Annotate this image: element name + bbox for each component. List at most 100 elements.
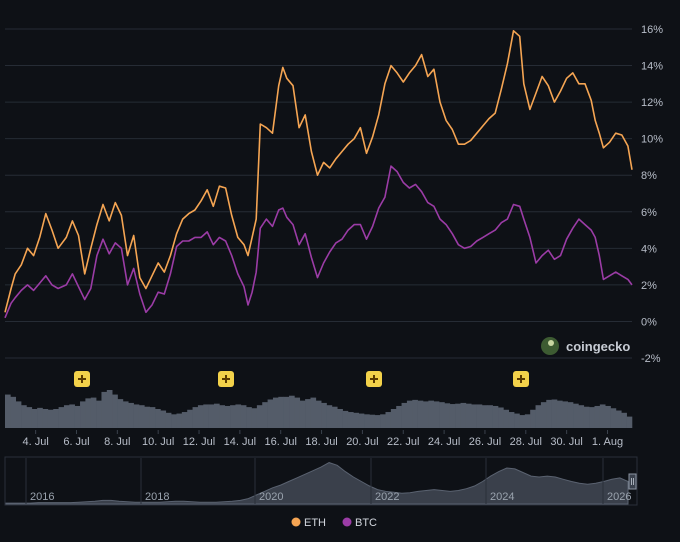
flag-icon[interactable] [218,371,234,387]
y-tick-label: 0% [641,316,657,328]
legend-swatch [342,517,352,527]
volume-bar [599,404,606,428]
volume-bar [449,404,456,428]
volume-bar [21,405,27,428]
volume-bar [90,397,97,428]
volume-bar [305,399,311,428]
volume-bar [556,400,563,428]
volume-bar [465,403,472,428]
series-lines [4,30,633,319]
volume-bar [187,409,193,428]
volume-bar [294,397,301,428]
volume-bar [321,402,327,428]
x-tick-label: 24. Jul [428,436,460,448]
volume-bar [42,409,49,428]
volume-bar [444,403,451,428]
legend-item-eth[interactable]: ETH [291,517,327,529]
volume-bar [331,406,338,428]
navigator-year-label: 2026 [607,491,631,503]
volume-bar [235,404,242,428]
volume-bar [262,402,268,428]
volume-bar [406,400,413,428]
x-tick-label: 1. Aug [592,436,623,448]
volume-bar [498,407,504,428]
volume-bar [562,401,568,428]
gridlines [5,28,632,359]
volume-bar [53,409,59,428]
volume-bar [358,413,365,428]
volume-bar [15,401,22,428]
flag-icon[interactable] [74,371,90,387]
volume-bar [439,402,445,428]
volume-bar [133,404,140,428]
volume-bar [621,412,627,428]
volume-bar [519,415,526,428]
volume-bar [138,405,145,428]
navigator-handle[interactable] [628,473,637,490]
volume-bar [412,399,418,428]
navigator-year-label: 2020 [259,491,283,503]
flag-icon[interactable] [513,371,529,387]
x-tick-label: 22. Jul [387,436,419,448]
legend-label: ETH [304,517,326,529]
volume-bar [460,402,467,428]
x-tick-label: 12. Jul [183,436,215,448]
x-tick-label: 4. Jul [22,436,48,448]
volume-bar [417,400,424,428]
volume-bar [299,400,306,428]
flag-icon-glyph [370,375,378,383]
volume-bar [63,405,70,428]
volume-bar [481,405,488,428]
volume-bar [390,409,397,428]
y-tick-label: 16% [641,24,663,36]
volume-bar [535,405,542,428]
event-markers[interactable] [74,371,529,387]
volume-bar [567,402,574,428]
volume-bar [251,408,258,428]
volume-bar [278,396,284,428]
volume-bar [230,405,236,428]
volume-bar [428,400,435,428]
legend-label: BTC [355,517,377,529]
y-tick-label: 4% [641,243,657,255]
volume-bar [605,405,611,428]
volume-bar [192,407,199,428]
volume-bar [106,390,113,428]
volume-bar [208,404,215,428]
volume-bar [149,407,156,428]
legend-item-btc[interactable]: BTC [342,517,378,529]
coingecko-watermark: coingecko [541,337,630,355]
y-tick-label: 6% [641,207,657,219]
volume-bar [364,414,370,428]
volume-bar [112,394,118,428]
volume-bar [508,412,515,428]
volume-bar [219,405,226,428]
volume-bar [546,399,552,428]
x-tick-label: 26. Jul [469,436,501,448]
navigator-year-label: 2016 [30,491,54,503]
navigator-year-label: 2022 [375,491,399,503]
volume-bar [240,405,247,428]
volume-bar [26,407,33,428]
flag-icon-glyph [222,375,230,383]
legend-swatch [291,517,301,527]
volume-bar [626,416,633,428]
volume-bar [347,412,354,428]
volume-bar [128,402,134,428]
range-navigator[interactable]: 2016 2018 2020 2022 2024 2026 [4,456,638,506]
flag-icon[interactable] [366,371,382,387]
y-tick-label: 8% [641,170,657,182]
volume-bar [117,399,124,428]
volume-bar [487,405,493,428]
y-tick-label: 2% [641,280,657,292]
volume-bar [101,391,108,428]
volume-bar [310,397,317,428]
volume-bar [58,407,65,428]
volume-bar [385,412,392,428]
volume-bar [10,396,17,428]
volume-bar [578,405,585,428]
volume-bar [165,412,172,428]
x-tick-label: 14. Jul [224,436,256,448]
x-tick-label: 18. Jul [305,436,337,448]
volume-bar [315,400,322,428]
